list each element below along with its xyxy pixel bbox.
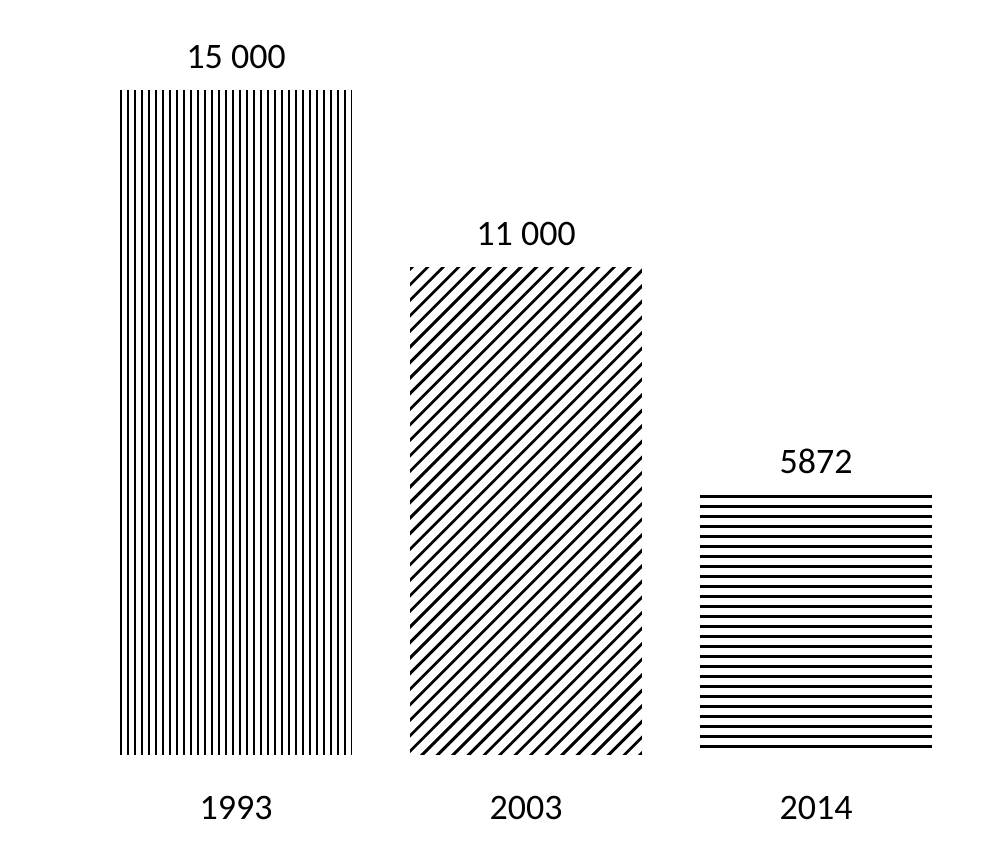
bar-group-2: 5872: [700, 439, 932, 755]
bar-group-0: 15 000: [120, 34, 352, 755]
value-label-0: 15 000: [186, 34, 285, 78]
category-label-1: 2003: [410, 785, 642, 829]
bar-2: [700, 495, 932, 755]
bar-chart: 15 000 1993 11 000 2003 5872 2014: [0, 0, 1002, 864]
bar-group-1: 11 000: [410, 211, 642, 755]
bar-0: [120, 90, 352, 755]
value-label-1: 11 000: [476, 211, 575, 255]
value-label-2: 5872: [780, 439, 853, 483]
category-label-2: 2014: [700, 785, 932, 829]
category-label-0: 1993: [120, 785, 352, 829]
bar-1: [410, 267, 642, 755]
